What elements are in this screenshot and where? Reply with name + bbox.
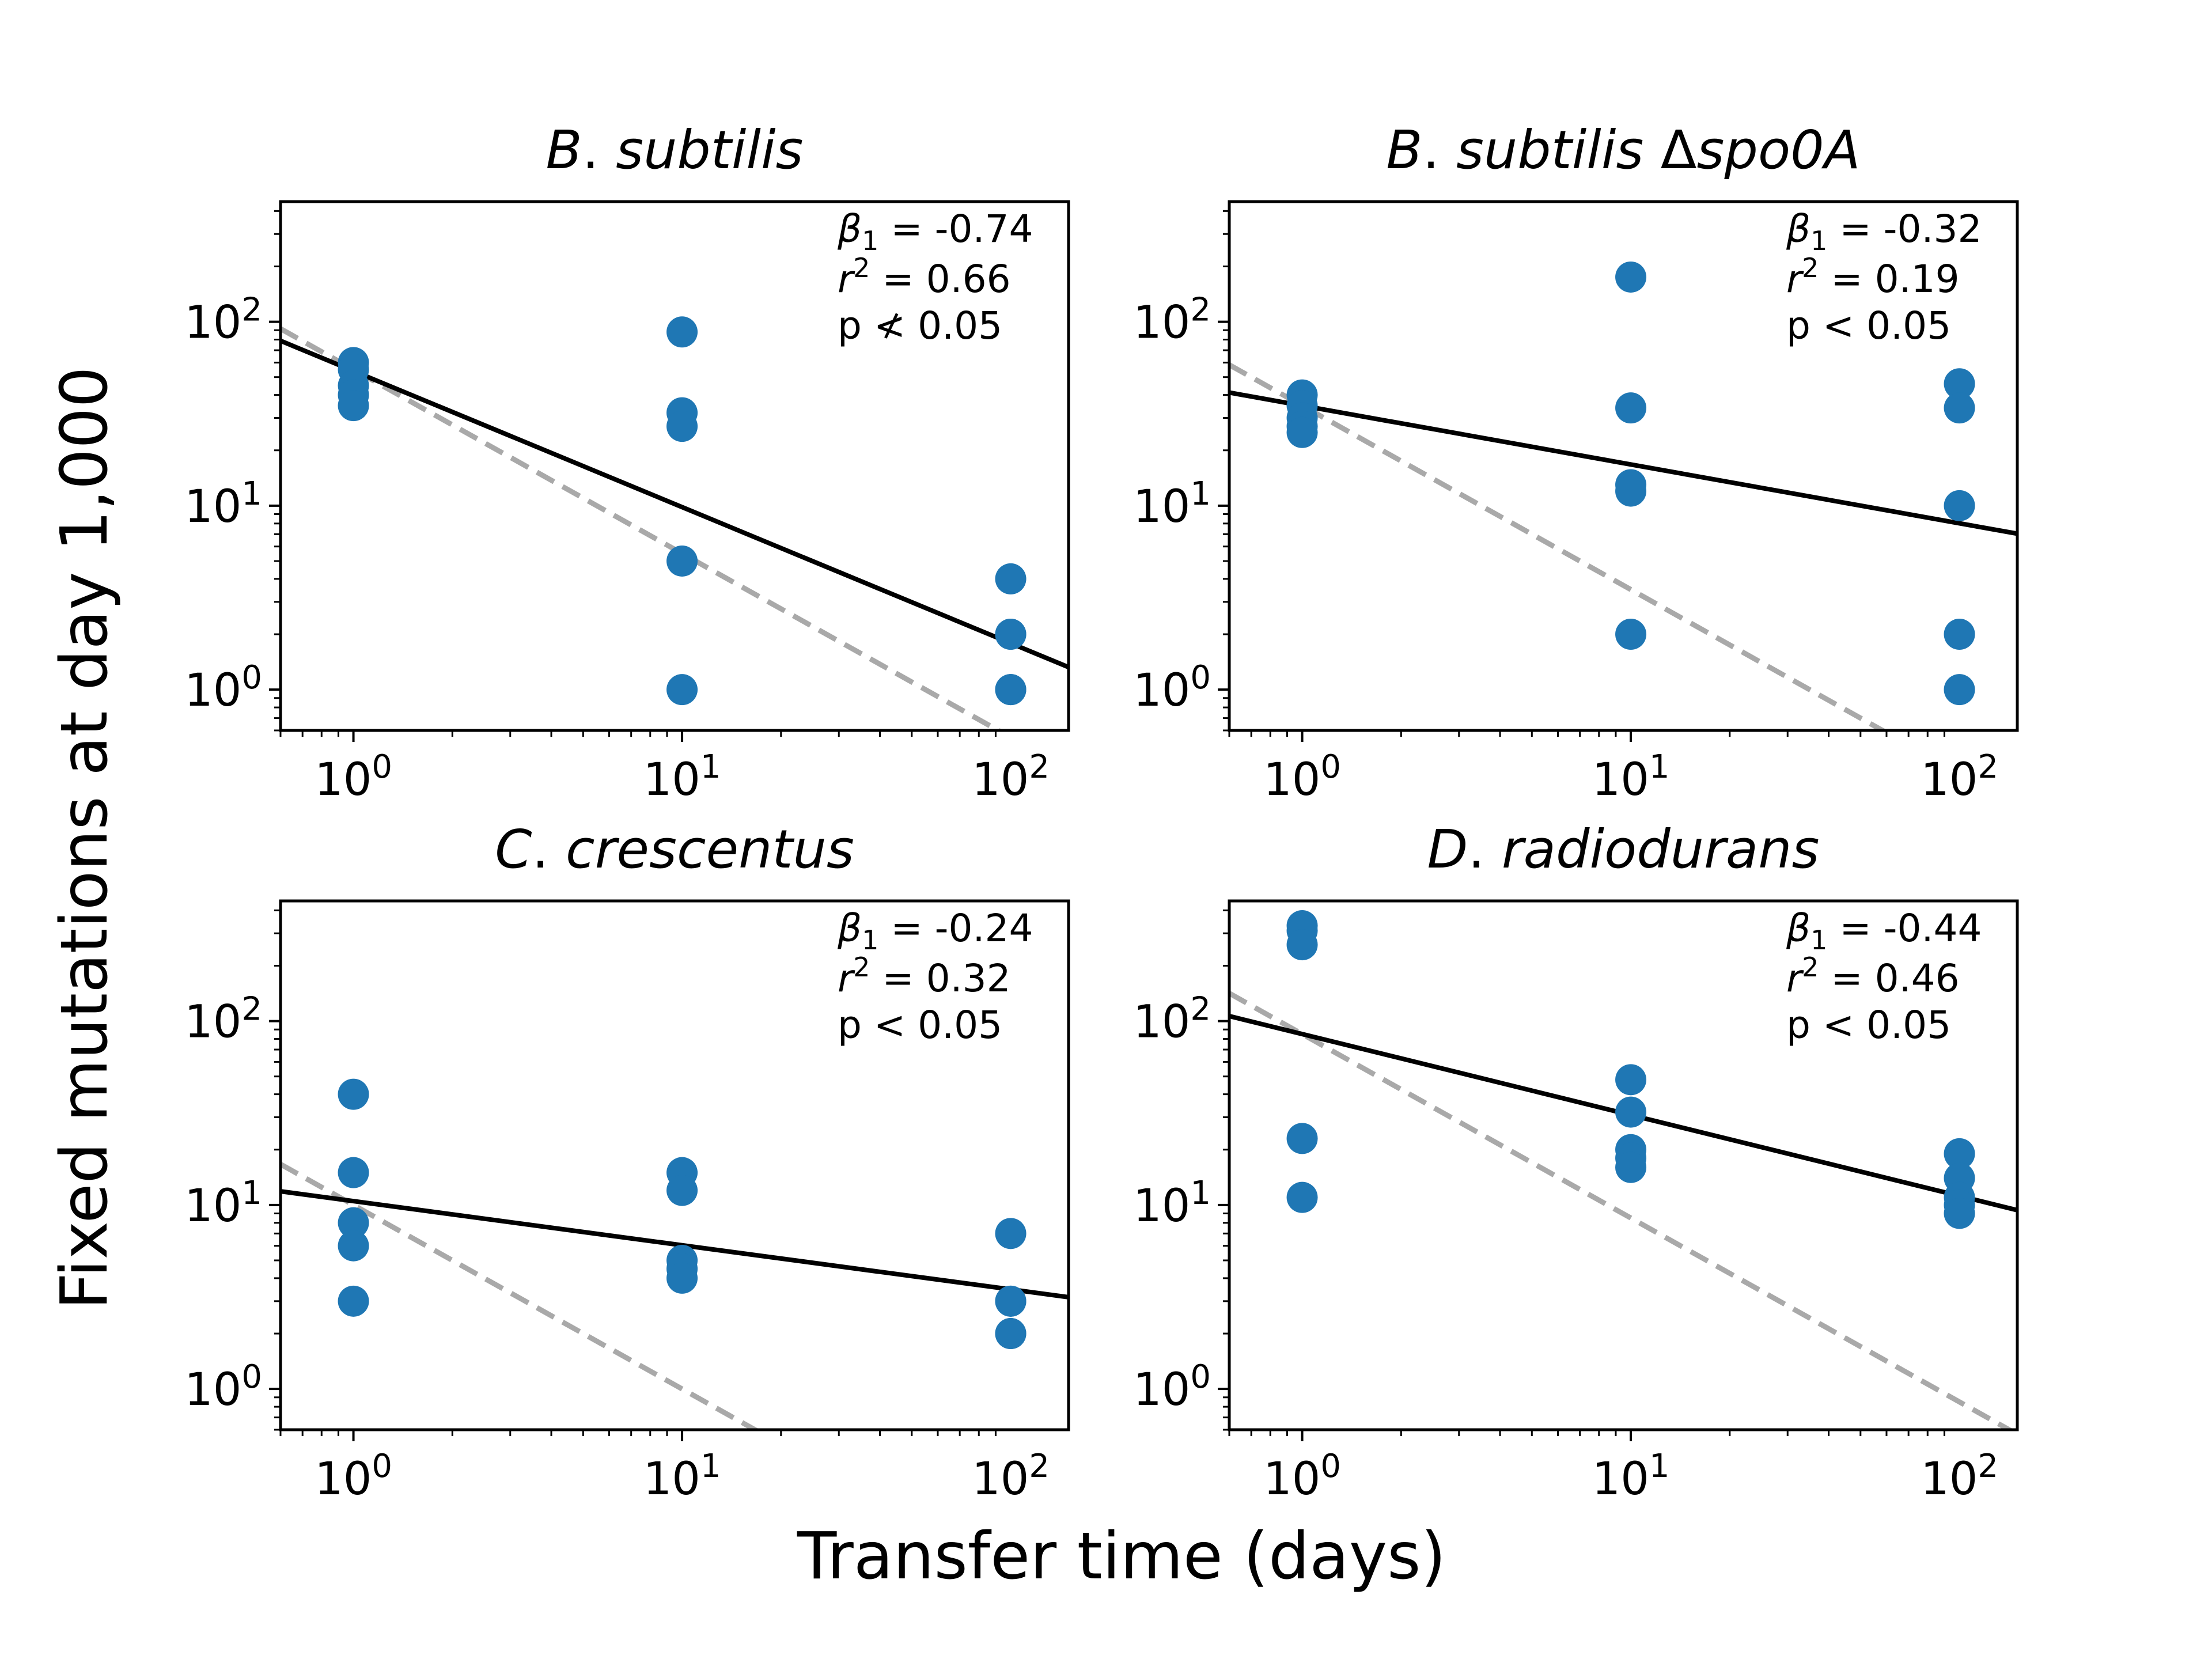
- data-point: [995, 1218, 1027, 1249]
- panel-2: B. subtilis Δspo0A 100 101 102 100 101 102 β1 =…: [1133, 119, 2019, 806]
- data-point: [338, 1285, 369, 1317]
- stat-p: p ≮ 0.05: [838, 304, 1002, 348]
- x-tick-label: 100: [1263, 1448, 1341, 1505]
- data-point: [1944, 368, 1975, 400]
- x-tick-label: 101: [1592, 748, 1670, 806]
- data-point: [666, 1175, 698, 1206]
- reference-line: [1229, 362, 1888, 730]
- fit-line: [281, 1189, 1069, 1300]
- data-point: [1286, 1123, 1318, 1154]
- data-point: [338, 1078, 369, 1110]
- y-tick-label: 102: [184, 291, 262, 349]
- data-point: [1286, 929, 1318, 961]
- panel-1: B. subtilis 100 101 102 100 101 102 β1 = -0.74r…: [184, 119, 1070, 806]
- x-tick-label: 100: [1263, 748, 1341, 806]
- panel-title: D. radiodurans: [1427, 819, 1820, 880]
- data-point: [1286, 416, 1318, 448]
- stat-beta: β1 = -0.24: [837, 906, 1033, 956]
- stat-beta: β1 = -0.32: [1786, 207, 1982, 256]
- y-tick-label: 100: [1133, 659, 1211, 717]
- data-point: [666, 674, 698, 706]
- panel-4: D. radiodurans 100 101 102 100 101 102 β1 = -0.…: [1133, 819, 2019, 1505]
- stat-beta: β1 = -0.74: [837, 207, 1033, 256]
- y-tick-label: 101: [1133, 1175, 1211, 1232]
- y-tick-label: 102: [1133, 291, 1211, 349]
- x-tick-label: 100: [315, 1448, 392, 1505]
- data-point: [995, 1285, 1027, 1317]
- stat-r2: r2 = 0.19: [1786, 252, 1960, 301]
- data-point: [995, 674, 1027, 706]
- stat-beta: β1 = -0.44: [1786, 906, 1982, 956]
- panel-title: B. subtilis: [546, 119, 804, 181]
- data-point: [666, 545, 698, 577]
- x-tick-label: 101: [1592, 1448, 1670, 1505]
- y-tick-label: 100: [184, 1358, 262, 1416]
- data-point: [1944, 1138, 1975, 1169]
- data-point: [1615, 1064, 1647, 1096]
- y-tick-label: 100: [1133, 1358, 1211, 1416]
- stat-r2: r2 = 0.66: [838, 252, 1011, 301]
- data-point: [1615, 475, 1647, 507]
- data-point: [338, 1157, 369, 1188]
- y-axis-label: Fixed mutations at day 1,000: [47, 366, 122, 1309]
- panel-title: C. crescentus: [495, 819, 854, 880]
- data-point: [338, 1230, 369, 1262]
- stat-r2: r2 = 0.32: [838, 952, 1011, 1001]
- data-point: [1615, 619, 1647, 650]
- data-point: [1944, 1198, 1975, 1229]
- stat-p: p < 0.05: [838, 1003, 1002, 1047]
- data-point: [1615, 1152, 1647, 1183]
- axes-frame: [279, 899, 1070, 1431]
- x-tick-label: 101: [643, 748, 721, 806]
- x-tick-label: 101: [643, 1448, 721, 1505]
- data-point: [666, 1262, 698, 1294]
- stat-p: p < 0.05: [1786, 304, 1951, 348]
- data-point: [1944, 490, 1975, 521]
- fit-line: [281, 338, 1069, 669]
- axes-frame: [279, 200, 1070, 732]
- x-axis-label: Transfer time (days): [797, 1519, 1446, 1594]
- y-tick-label: 101: [1133, 475, 1211, 533]
- data-point: [995, 619, 1027, 650]
- y-tick-label: 102: [1133, 991, 1211, 1048]
- data-point: [1944, 619, 1975, 650]
- panel-title: B. subtilis Δspo0A: [1386, 119, 1860, 181]
- data-point: [1615, 261, 1647, 293]
- data-point: [995, 1318, 1027, 1350]
- fit-line: [1229, 390, 2017, 536]
- x-tick-label: 102: [1921, 1448, 1998, 1505]
- data-point: [1944, 392, 1975, 424]
- y-tick-label: 100: [184, 659, 262, 717]
- stat-r2: r2 = 0.46: [1786, 952, 1960, 1001]
- data-point: [1944, 674, 1975, 706]
- axes-frame: [1228, 200, 2019, 732]
- y-tick-label: 101: [184, 475, 262, 533]
- y-tick-label: 102: [184, 991, 262, 1048]
- data-point: [666, 316, 698, 348]
- reference-line: [1229, 991, 2015, 1430]
- reference-line: [281, 1162, 760, 1430]
- x-tick-label: 102: [972, 748, 1050, 806]
- data-point: [338, 390, 369, 422]
- panel-3: C. crescentus 100 101 102 100 101 102 β1 = -0.2…: [184, 819, 1070, 1505]
- data-point: [995, 563, 1027, 594]
- stat-p: p < 0.05: [1786, 1003, 1951, 1047]
- x-tick-label: 100: [315, 748, 392, 806]
- y-tick-label: 101: [184, 1175, 262, 1232]
- data-point: [338, 1207, 369, 1238]
- data-point: [1286, 1181, 1318, 1213]
- axes-frame: [1228, 899, 2019, 1431]
- data-point: [666, 411, 698, 442]
- data-point: [1615, 392, 1647, 424]
- x-tick-label: 102: [972, 1448, 1050, 1505]
- x-tick-label: 102: [1921, 748, 1998, 806]
- data-point: [1615, 1096, 1647, 1128]
